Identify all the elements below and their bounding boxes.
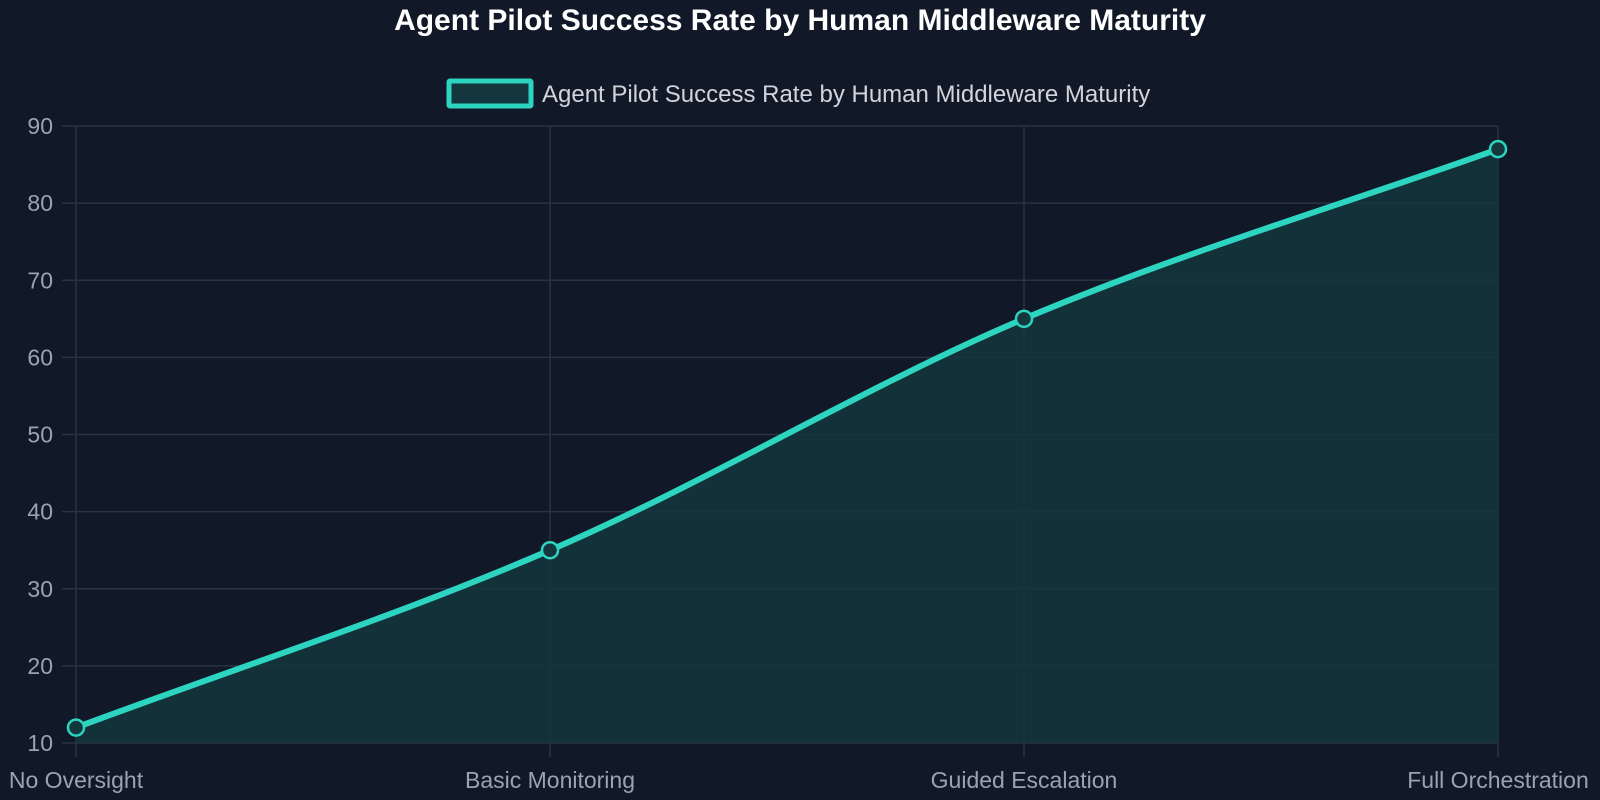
series-area (76, 149, 1498, 743)
data-points (66, 139, 1508, 737)
y-tick-label: 70 (27, 267, 53, 293)
x-tick-label: Guided Escalation (931, 767, 1118, 793)
x-axis-ticks: No Oversight Basic Monitoring Guided Escal… (9, 767, 1589, 793)
legend[interactable]: Agent Pilot Success Rate by Human Middle… (446, 78, 1150, 109)
y-tick-label: 90 (27, 113, 53, 139)
series-line (73, 146, 1501, 731)
y-tick-label: 50 (27, 422, 53, 448)
x-tick-label: No Oversight (9, 767, 144, 793)
data-point[interactable] (66, 718, 86, 737)
y-tick-label: 30 (27, 576, 53, 602)
legend-swatch (446, 78, 534, 109)
series-line-group (73, 146, 1501, 731)
data-point[interactable] (540, 540, 560, 560)
legend-label: Agent Pilot Success Rate by Human Middle… (542, 81, 1150, 108)
y-axis-ticks: 10 20 30 40 50 60 70 80 90 (27, 113, 53, 756)
chart-title: Agent Pilot Success Rate by Human Middle… (394, 4, 1206, 37)
y-tick-label: 10 (27, 730, 53, 756)
y-tick-label: 40 (27, 499, 53, 525)
y-tick-label: 20 (27, 653, 53, 679)
data-point[interactable] (1014, 309, 1034, 329)
y-tick-label: 80 (27, 190, 53, 216)
data-point[interactable] (1488, 139, 1508, 159)
series-area-fill (76, 149, 1498, 743)
x-tick-label: Basic Monitoring (465, 767, 635, 793)
y-tick-label: 60 (27, 344, 53, 370)
x-tick-label: Full Orchestration (1407, 767, 1589, 793)
